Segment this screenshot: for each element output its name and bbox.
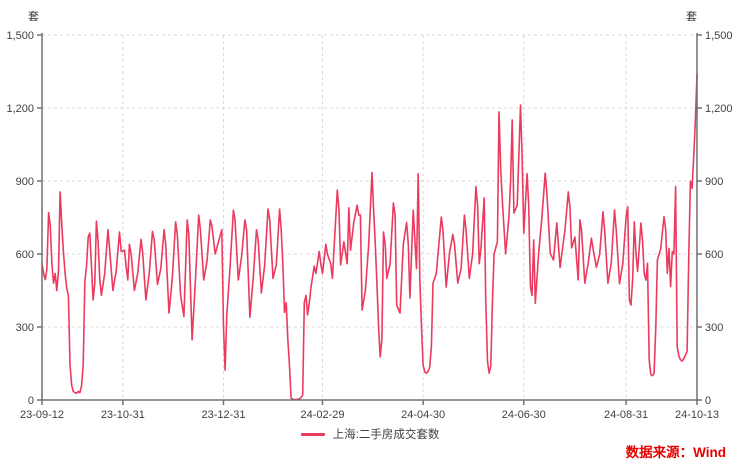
y-tick-label-left: 300: [16, 322, 34, 334]
y-tick-label-right: 1,500: [705, 30, 733, 42]
data-source-label: 数据来源：Wind: [625, 445, 726, 460]
legend-line-swatch: [300, 432, 325, 436]
legend-series-label: 上海:二手房成交套数: [332, 429, 440, 441]
series-line: [41, 73, 698, 401]
y-tick-label-left: 900: [16, 176, 34, 188]
legend[interactable]: 上海:二手房成交套数: [0, 426, 740, 442]
y-tick-label-right: 1,200: [705, 103, 733, 115]
x-tick-label: 24-08-31: [604, 409, 648, 421]
x-tick-label: 23-09-12: [20, 409, 64, 421]
y-tick-label-left: 600: [16, 249, 34, 261]
x-tick-label: 24-04-30: [401, 409, 445, 421]
x-tick-label: 23-10-31: [101, 409, 145, 421]
x-tick-label: 24-02-29: [300, 409, 344, 421]
y-tick-label-left: 0: [28, 395, 34, 407]
y-tick-label-right: 600: [705, 249, 723, 261]
y-tick-label-left: 1,500: [6, 30, 34, 42]
y-tick-label-right: 0: [705, 395, 711, 407]
y-tick-label-left: 1,200: [6, 103, 34, 115]
y-axis-unit-left: 套: [28, 11, 39, 23]
x-tick-label: 23-12-31: [201, 409, 245, 421]
y-tick-label-right: 300: [705, 322, 723, 334]
x-tick-label: 24-06-30: [502, 409, 546, 421]
y-axis-unit-right: 套: [686, 11, 697, 23]
y-tick-label-right: 900: [705, 176, 723, 188]
x-tick-label: 24-10-13: [675, 409, 719, 421]
